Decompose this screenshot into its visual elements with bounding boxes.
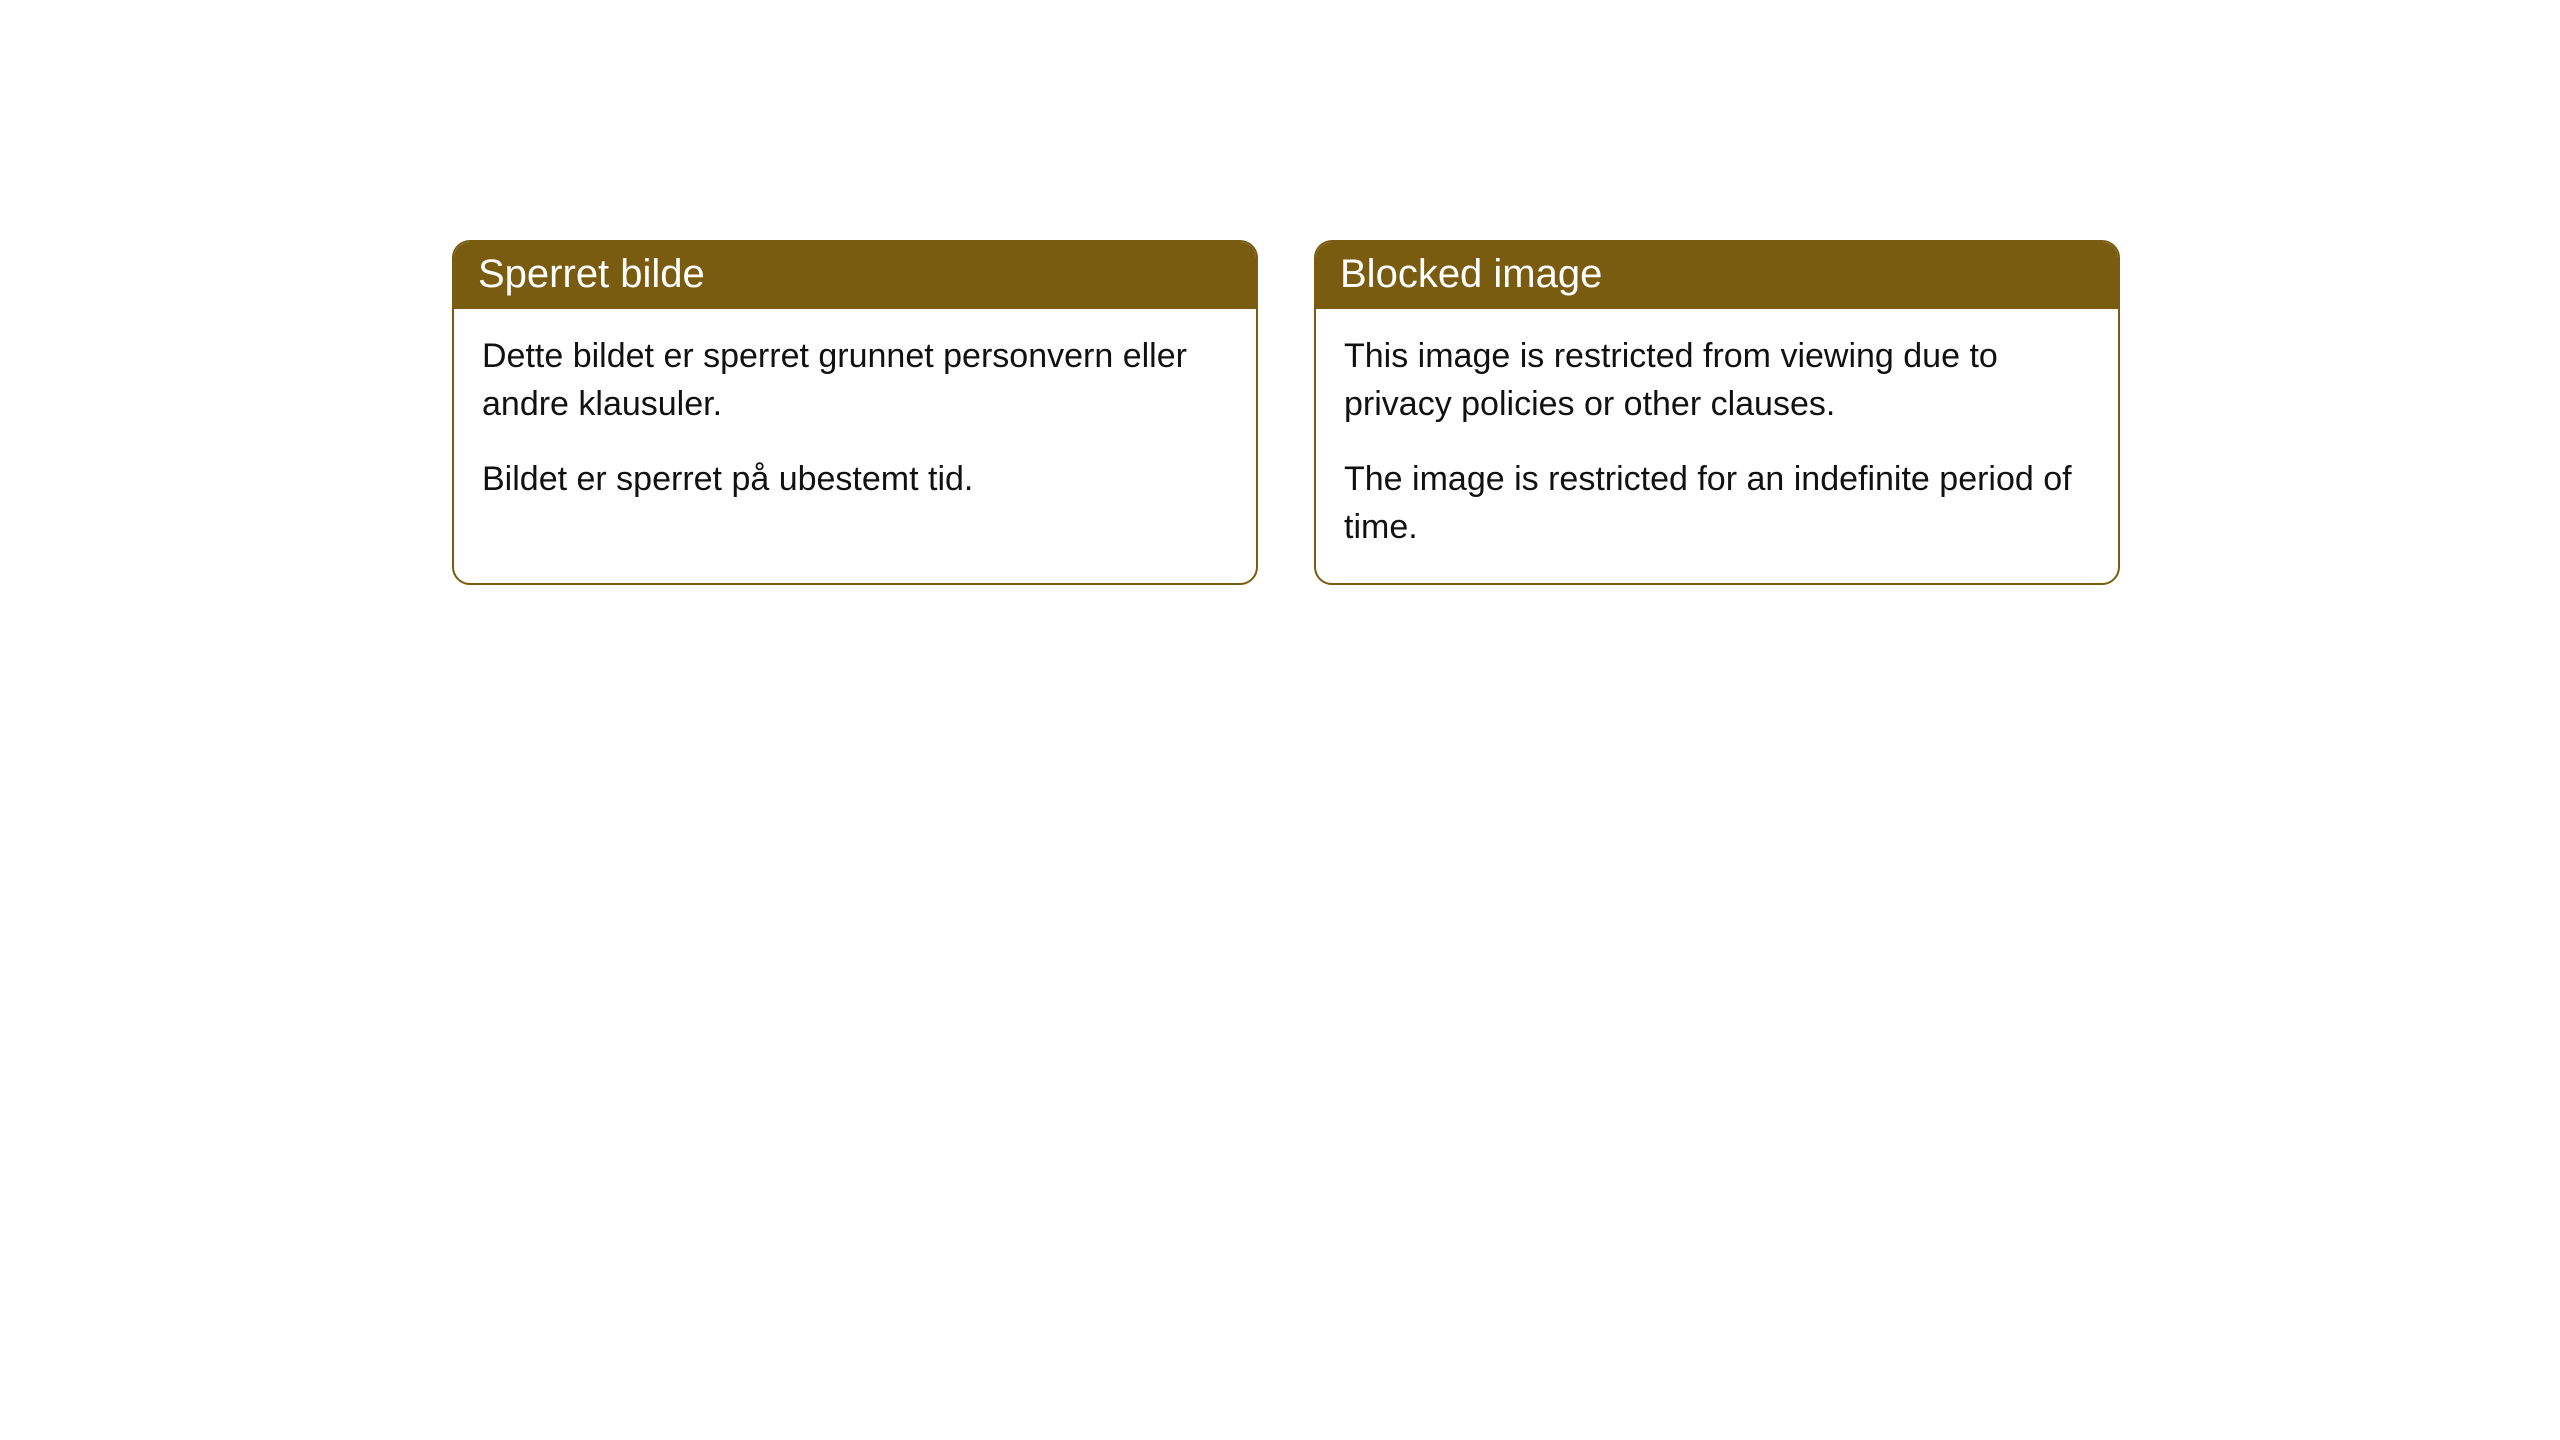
card-para2-norwegian: Bildet er sperret på ubestemt tid.	[482, 456, 1228, 504]
blocked-image-card-english: Blocked image This image is restricted f…	[1314, 240, 2120, 585]
card-body-english: This image is restricted from viewing du…	[1316, 309, 2118, 583]
card-header-norwegian: Sperret bilde	[454, 242, 1256, 309]
card-para1-norwegian: Dette bildet er sperret grunnet personve…	[482, 333, 1228, 428]
cards-container: Sperret bilde Dette bildet er sperret gr…	[0, 0, 2560, 585]
blocked-image-card-norwegian: Sperret bilde Dette bildet er sperret gr…	[452, 240, 1258, 585]
card-para1-english: This image is restricted from viewing du…	[1344, 333, 2090, 428]
card-header-english: Blocked image	[1316, 242, 2118, 309]
card-para2-english: The image is restricted for an indefinit…	[1344, 456, 2090, 551]
card-body-norwegian: Dette bildet er sperret grunnet personve…	[454, 309, 1256, 536]
